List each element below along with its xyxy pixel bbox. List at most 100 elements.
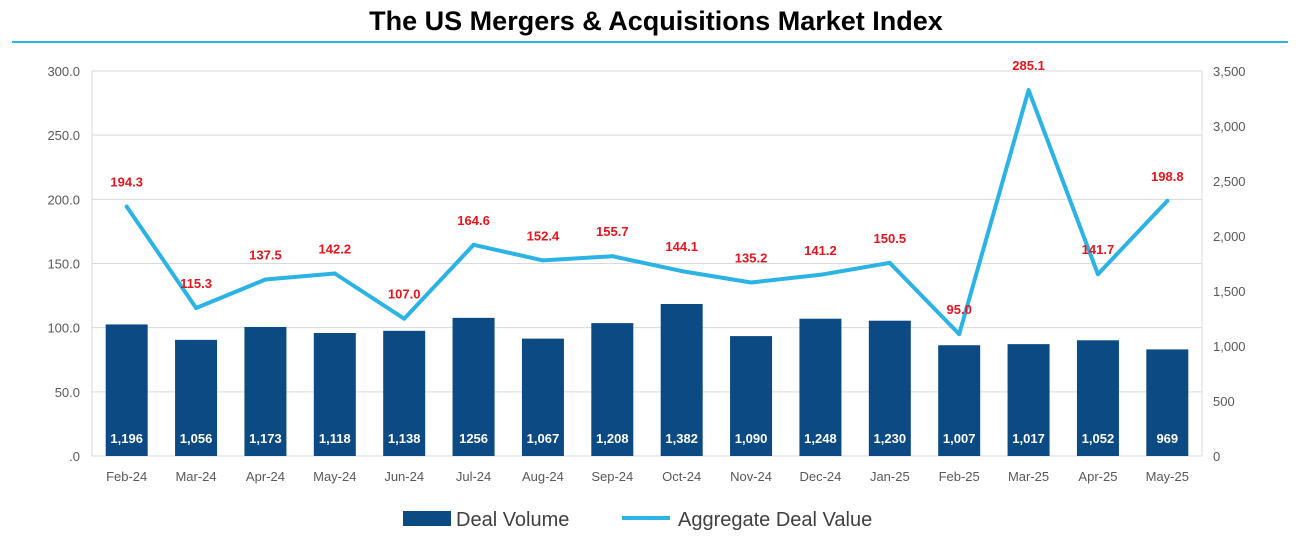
right-axis-tick-label: 3,000 [1213, 119, 1246, 134]
chart-title: The US Mergers & Acquisitions Market Ind… [369, 6, 943, 36]
left-axis-tick-label: 100.0 [47, 321, 80, 336]
aggregate-deal-value-point [1095, 272, 1100, 277]
aggregate-deal-value-point [679, 269, 684, 274]
aggregate-deal-value-data-label: 115.3 [180, 276, 212, 291]
deal-volume-data-label: 1,382 [665, 431, 698, 446]
deal-volume-bar [1007, 344, 1050, 456]
aggregate-deal-value-data-label: 137.5 [249, 248, 282, 263]
x-axis-tick-label: Jul-24 [456, 469, 491, 484]
x-axis-tick-label: Jan-25 [870, 469, 910, 484]
legend: Deal Volume Aggregate Deal Value [403, 509, 872, 531]
deal-volume-bar [105, 324, 148, 456]
deal-volume-data-label: 1256 [459, 431, 488, 446]
aggregate-deal-value-line-group [124, 88, 1170, 337]
deal-volume-bar [175, 339, 218, 456]
deal-volume-data-label: 1,090 [735, 431, 768, 446]
x-axis-tick-label: Nov-24 [730, 469, 772, 484]
aggregate-deal-value-data-label: 135.2 [735, 250, 768, 265]
aggregate-deal-value-data-label: 95.0 [947, 302, 972, 317]
deal-volume-bar [730, 336, 773, 456]
x-axis-tick-label: Sep-24 [591, 469, 633, 484]
deal-volume-bar [313, 333, 356, 456]
deal-volume-data-label: 1,230 [874, 431, 907, 446]
aggregate-deal-value-point [887, 260, 892, 265]
deal-volume-bar [244, 326, 287, 456]
deal-volume-bar [1076, 340, 1119, 456]
deal-volume-data-label: 1,052 [1082, 431, 1115, 446]
legend-label-deal-volume: Deal Volume [456, 509, 569, 531]
aggregate-deal-value-data-label: 164.6 [457, 213, 490, 228]
deal-volume-bar [452, 317, 495, 456]
deal-volume-data-label: 1,173 [249, 431, 282, 446]
deal-volume-data-label: 1,007 [943, 431, 976, 446]
deal-volume-bar [868, 320, 911, 456]
aggregate-deal-value-point [194, 306, 199, 311]
left-axis-tick-label: 200.0 [47, 192, 80, 207]
x-axis: Feb-24 Mar-24 Apr-24 May-24 Jun-24 Jul-24 Aug-… [106, 469, 1189, 484]
right-axis-tick-label: 500 [1213, 394, 1235, 409]
deal-volume-bar [383, 330, 426, 456]
aggregate-deal-value-data-label: 198.8 [1151, 169, 1184, 184]
legend-label-aggregate-deal-value: Aggregate Deal Value [678, 509, 872, 531]
left-axis: .0 50.0 100.0 150.0 200.0 250.0 300.0 [47, 64, 80, 464]
aggregate-deal-value-data-label: 107.0 [388, 287, 421, 302]
deal-volume-data-label: 969 [1156, 431, 1178, 446]
aggregate-deal-value-point [124, 204, 129, 209]
deal-volume-bar [591, 323, 634, 456]
deal-volume-data-label: 1,017 [1012, 431, 1045, 446]
aggregate-deal-value-point [540, 258, 545, 263]
x-axis-tick-label: Mar-24 [175, 469, 216, 484]
deal-volume-labels: 1,196 1,056 1,173 1,118 1,138 1256 1,067 1,208 1… [110, 431, 1178, 446]
aggregate-deal-value-point [471, 242, 476, 247]
aggregate-deal-value-point [402, 316, 407, 321]
x-axis-tick-label: Dec-24 [799, 469, 841, 484]
deal-volume-bars [105, 303, 1189, 456]
aggregate-deal-value-line [124, 88, 1170, 337]
x-axis-tick-label: Apr-24 [246, 469, 285, 484]
deal-volume-data-label: 1,067 [527, 431, 560, 446]
legend-swatch-deal-volume [403, 511, 451, 526]
deal-volume-bar [660, 303, 703, 456]
x-axis-tick-label: May-24 [313, 469, 356, 484]
right-axis-tick-label: 1,500 [1213, 284, 1246, 299]
right-axis-tick-label: 2,500 [1213, 174, 1246, 189]
aggregate-deal-value-data-label: 155.7 [596, 224, 629, 239]
right-axis-tick-label: 1,000 [1213, 339, 1246, 354]
x-axis-tick-label: Mar-25 [1008, 469, 1049, 484]
x-axis-tick-label: Oct-24 [662, 469, 701, 484]
deal-volume-data-label: 1,118 [319, 431, 351, 446]
x-axis-tick-label: Aug-24 [522, 469, 564, 484]
aggregate-deal-value-data-label: 144.1 [665, 239, 698, 254]
left-axis-tick-label: 300.0 [47, 64, 80, 79]
aggregate-deal-value-point [749, 280, 754, 285]
aggregate-deal-value-point [1026, 88, 1031, 93]
right-axis-tick-label: 3,500 [1213, 64, 1246, 79]
deal-volume-bar [938, 345, 981, 456]
aggregate-deal-value-data-label: 142.2 [319, 242, 352, 257]
aggregate-deal-value-data-label: 194.3 [110, 175, 143, 190]
deal-volume-data-label: 1,196 [110, 431, 143, 446]
x-axis-tick-label: Feb-25 [939, 469, 980, 484]
right-axis-tick-label: 2,000 [1213, 229, 1246, 244]
x-axis-tick-label: May-25 [1146, 469, 1189, 484]
aggregate-deal-value-data-label: 285.1 [1012, 58, 1045, 73]
aggregate-deal-value-data-label: 150.5 [874, 231, 907, 246]
title-divider [12, 41, 1288, 43]
aggregate-deal-value-data-label: 141.7 [1082, 242, 1115, 257]
left-axis-tick-label: 150.0 [47, 257, 80, 272]
deal-volume-data-label: 1,056 [180, 431, 213, 446]
right-axis-tick-label: 0 [1213, 449, 1220, 464]
left-axis-tick-label: .0 [69, 449, 80, 464]
deal-volume-data-label: 1,248 [804, 431, 837, 446]
x-axis-tick-label: Jun-24 [384, 469, 424, 484]
deal-volume-bar [1146, 349, 1189, 456]
x-axis-tick-label: Feb-24 [106, 469, 147, 484]
deal-volume-bar [799, 318, 842, 456]
right-axis: 0 500 1,000 1,500 2,000 2,500 3,000 3,500 [1213, 64, 1246, 464]
deal-volume-bar [521, 338, 564, 456]
aggregate-deal-value-point [957, 332, 962, 337]
deal-volume-data-label: 1,138 [388, 431, 421, 446]
aggregate-deal-value-point [1165, 198, 1170, 203]
aggregate-deal-value-data-label: 141.2 [804, 243, 837, 258]
